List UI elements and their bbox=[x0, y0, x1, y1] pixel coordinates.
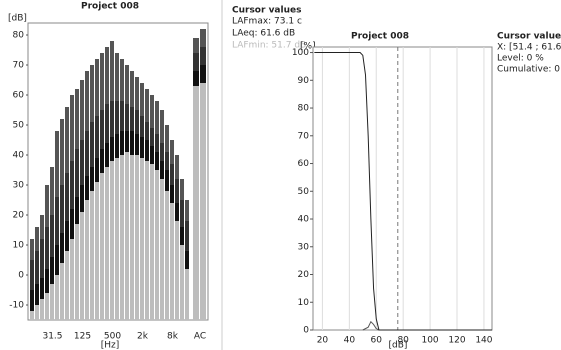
bar bbox=[95, 182, 99, 320]
bar bbox=[105, 167, 109, 320]
y-tick-label: 10 bbox=[13, 241, 25, 251]
bar bbox=[70, 239, 74, 320]
y-label: [dB] bbox=[8, 14, 27, 24]
y-tick-label: 100 bbox=[292, 48, 309, 58]
bar bbox=[100, 173, 104, 320]
cursor-line: Level: 0 % bbox=[497, 54, 544, 64]
bar bbox=[30, 311, 34, 320]
y-tick-label: 40 bbox=[13, 151, 25, 161]
x-tick-label: AC bbox=[194, 332, 206, 342]
cursor-line: Cumulative: 0 ' bbox=[497, 65, 561, 75]
bar bbox=[130, 155, 134, 320]
y-tick-label: 30 bbox=[298, 242, 310, 252]
bar bbox=[110, 161, 114, 320]
bar bbox=[60, 263, 64, 320]
bar bbox=[45, 293, 49, 320]
bar bbox=[185, 269, 189, 320]
bar bbox=[193, 86, 199, 320]
bar bbox=[160, 179, 164, 320]
y-tick-label: 30 bbox=[13, 181, 25, 191]
bar bbox=[120, 155, 124, 320]
bar bbox=[165, 191, 169, 320]
bar bbox=[125, 152, 129, 320]
cumulative-line bbox=[314, 52, 492, 331]
bar bbox=[50, 284, 54, 320]
y-tick-label: 60 bbox=[13, 91, 25, 101]
x-tick-label: 20 bbox=[317, 336, 329, 346]
x-tick-label: 2k bbox=[137, 332, 149, 342]
bar bbox=[145, 161, 149, 320]
x-tick-label: 80 bbox=[397, 336, 409, 346]
bar bbox=[80, 212, 84, 320]
y-tick-label: 20 bbox=[13, 211, 25, 221]
cursor-title: Cursor values bbox=[497, 32, 561, 42]
x-tick-label: 125 bbox=[74, 332, 91, 342]
x-tick-label: 60 bbox=[371, 336, 383, 346]
bar bbox=[200, 83, 206, 320]
cursor-line: X: [51.4 ; 61.6 bbox=[497, 43, 561, 53]
y-tick-label: 40 bbox=[298, 215, 310, 225]
distribution-title: Project 008 bbox=[351, 32, 409, 42]
bar bbox=[55, 275, 59, 320]
level-line bbox=[362, 320, 380, 331]
bar bbox=[180, 245, 184, 320]
bar bbox=[85, 200, 89, 320]
y-tick-label: 0 bbox=[18, 271, 24, 281]
x-label: [Hz] bbox=[101, 341, 120, 350]
x-tick-label: 8k bbox=[167, 332, 179, 342]
y-label: [%] bbox=[300, 42, 316, 52]
cursor-line: LAFmax: 73.1 c bbox=[232, 17, 302, 27]
x-tick-label: 40 bbox=[344, 336, 356, 346]
cursor-title: Cursor values bbox=[232, 6, 301, 16]
x-tick-label: 100 bbox=[421, 336, 438, 346]
bar bbox=[115, 158, 119, 320]
x-label: [dB] bbox=[389, 341, 408, 350]
bar bbox=[150, 164, 154, 320]
bar bbox=[75, 224, 79, 320]
bar bbox=[135, 155, 139, 320]
y-tick-label: -10 bbox=[9, 301, 24, 311]
y-tick-label: 20 bbox=[298, 270, 310, 280]
y-tick-label: 80 bbox=[298, 104, 310, 114]
y-tick-label: 90 bbox=[298, 76, 310, 86]
bar bbox=[140, 158, 144, 320]
bar bbox=[90, 191, 94, 320]
y-tick-label: 70 bbox=[298, 131, 310, 141]
bar bbox=[35, 305, 39, 320]
y-tick-label: 70 bbox=[13, 61, 25, 71]
bar bbox=[40, 299, 44, 320]
bar bbox=[65, 251, 69, 320]
cursor-line: LAeq: 61.6 dB bbox=[232, 29, 295, 39]
plot-area bbox=[312, 46, 493, 331]
bar bbox=[170, 203, 174, 320]
y-tick-label: 80 bbox=[13, 31, 25, 41]
y-tick-label: 10 bbox=[298, 298, 310, 308]
bar bbox=[175, 221, 179, 320]
bar bbox=[30, 290, 34, 320]
bar bbox=[155, 170, 159, 320]
y-tick-label: 60 bbox=[298, 159, 310, 169]
cursor-line: LAFmin: 51.7 dB bbox=[232, 41, 306, 51]
x-tick-label: 140 bbox=[475, 336, 492, 346]
x-tick-label: 31.5 bbox=[42, 332, 62, 342]
y-tick-label: 50 bbox=[298, 187, 310, 197]
x-tick-label: 500 bbox=[104, 332, 121, 342]
y-tick-label: 0 bbox=[303, 326, 309, 336]
x-tick-label: 120 bbox=[448, 336, 465, 346]
spectrum-title: Project 008 bbox=[81, 2, 139, 12]
y-tick-label: 50 bbox=[13, 121, 25, 131]
bar bbox=[35, 284, 39, 320]
